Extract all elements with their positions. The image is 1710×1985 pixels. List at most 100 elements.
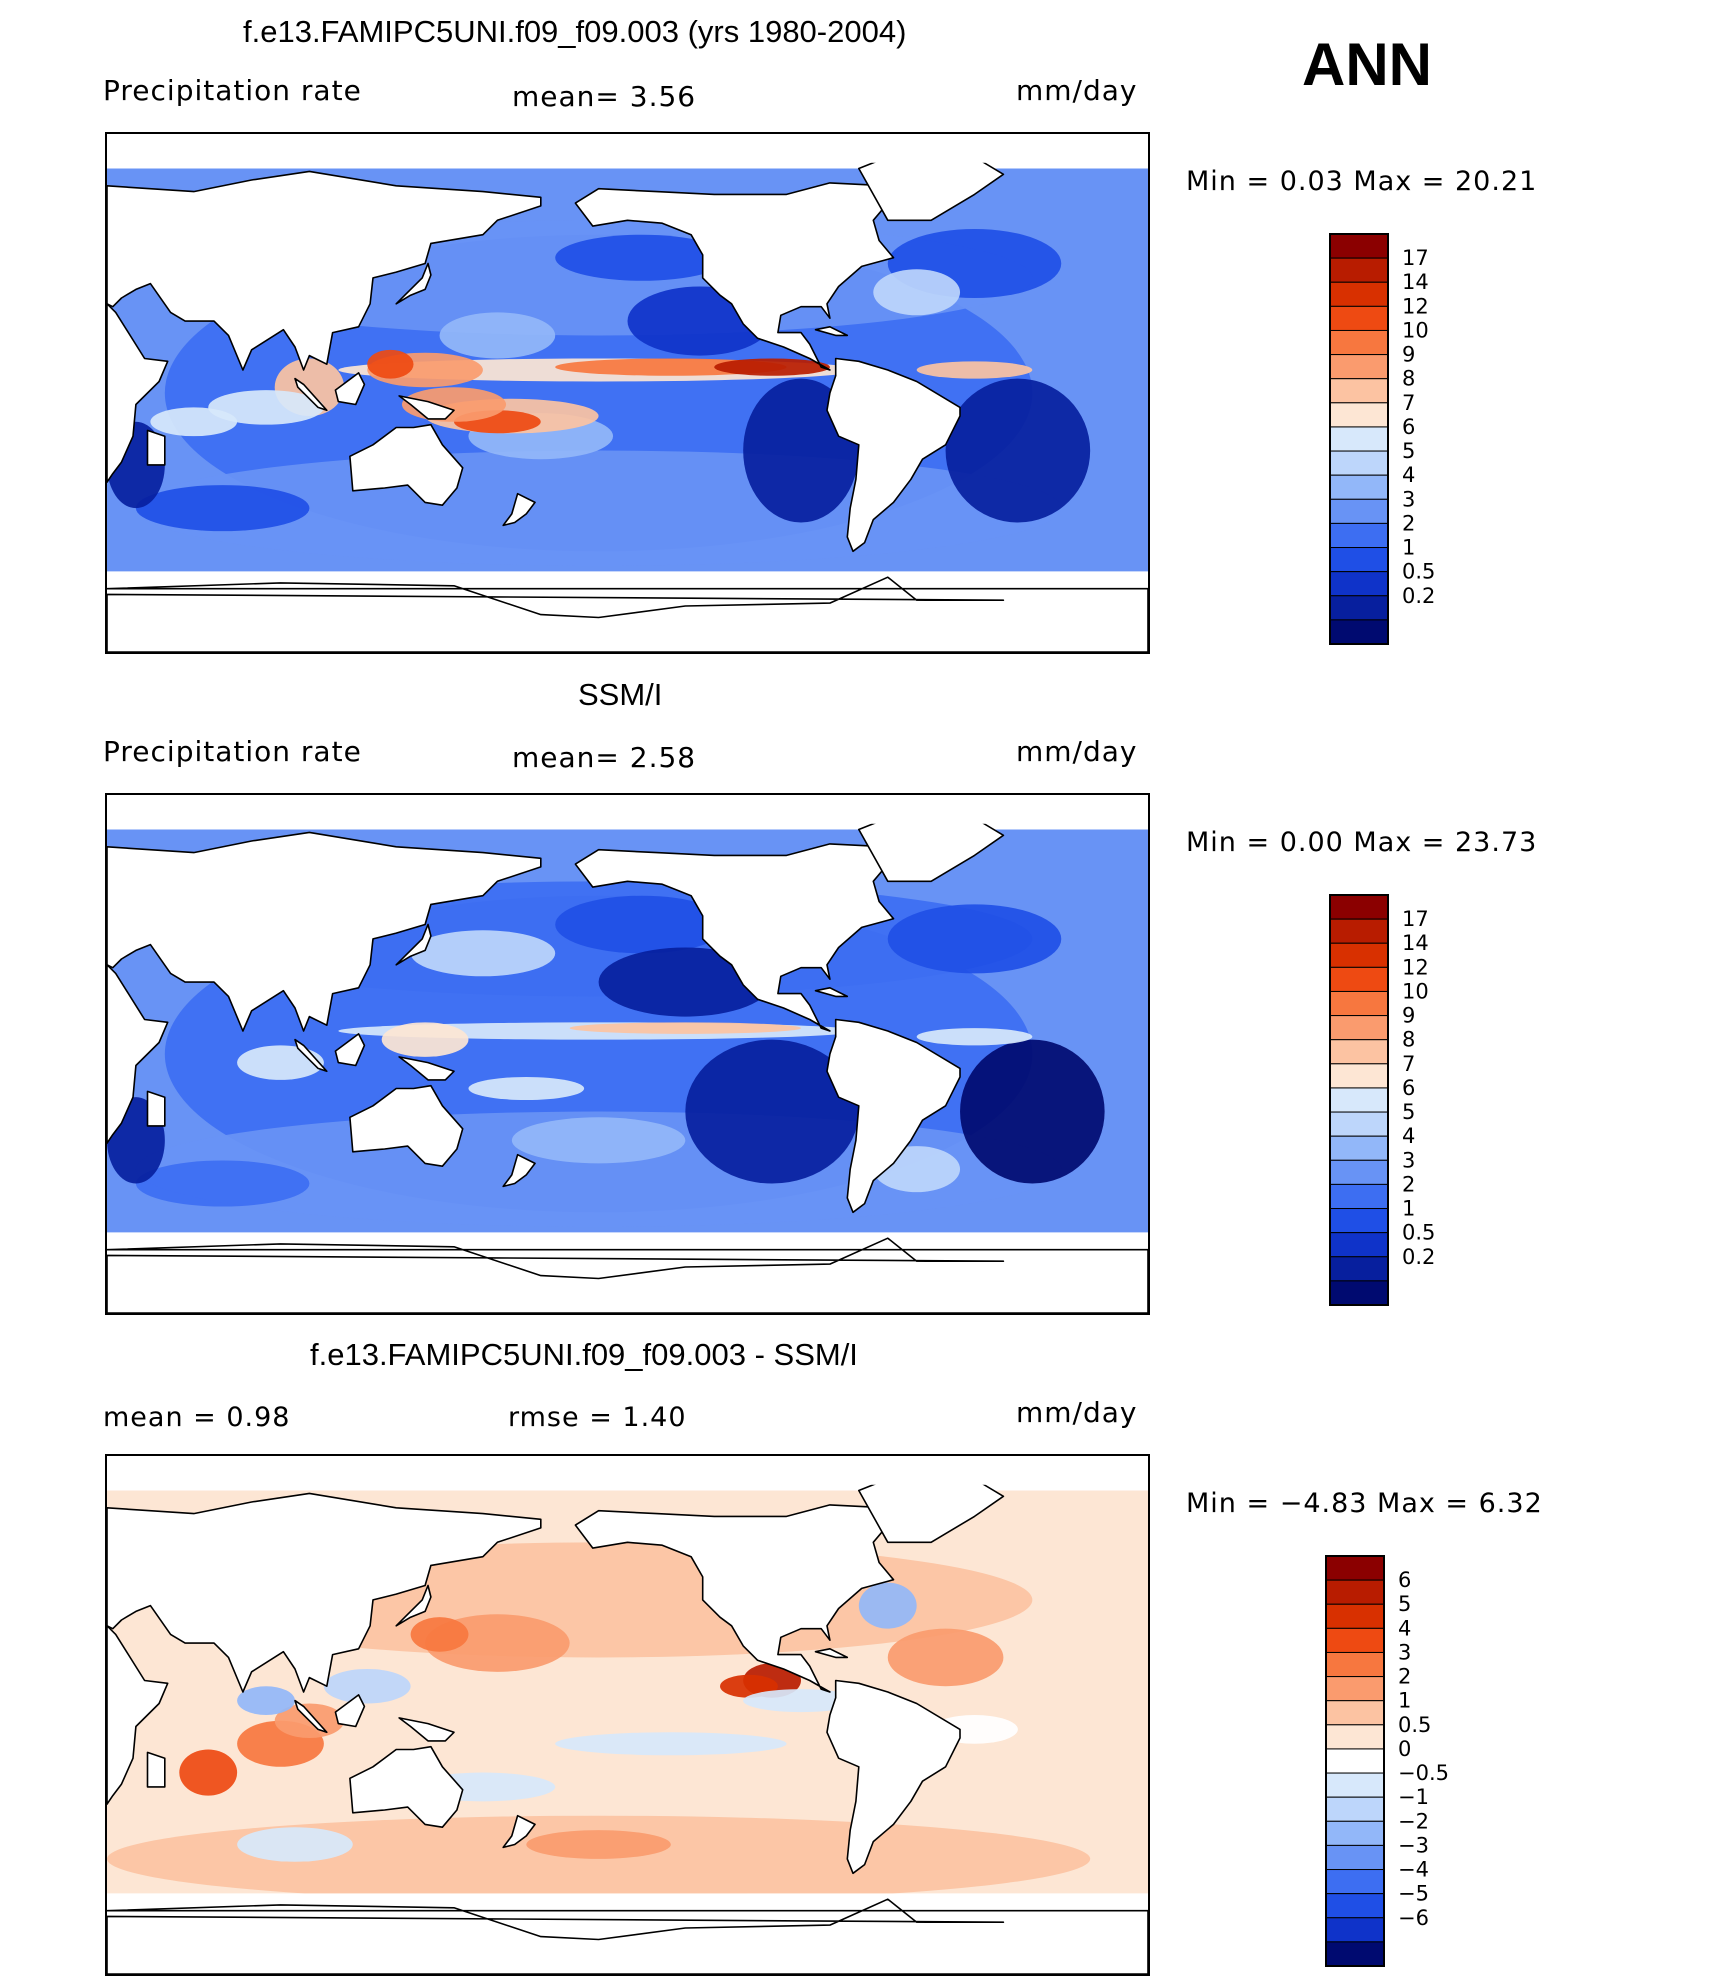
panel-2-title: SSM/I bbox=[578, 677, 663, 712]
colorbar-swatch bbox=[1329, 498, 1389, 524]
colorbar-tick-label: 4 bbox=[1402, 1124, 1415, 1148]
panel-1-units-label: mm/day bbox=[1016, 74, 1138, 107]
colorbar-tick-label: 17 bbox=[1402, 907, 1429, 931]
polar-mask bbox=[107, 1456, 1148, 1485]
panel-1-map bbox=[105, 132, 1150, 654]
colorbar-tick-label: 4 bbox=[1398, 1616, 1411, 1640]
colorbar-swatch bbox=[1325, 1676, 1385, 1702]
colorbar-tick-label: 14 bbox=[1402, 270, 1429, 294]
land-mass bbox=[826, 357, 961, 553]
panel-3-map-canvas bbox=[107, 1456, 1148, 1974]
land-mass bbox=[107, 303, 169, 484]
land-mass bbox=[107, 831, 542, 1032]
precip-blob bbox=[916, 361, 1033, 379]
land-mass bbox=[107, 1492, 542, 1693]
colorbar-swatch bbox=[1325, 1820, 1385, 1846]
precip-blob bbox=[714, 358, 830, 376]
colorbar-tick-label: 14 bbox=[1402, 931, 1429, 955]
colorbar-swatch bbox=[1329, 233, 1389, 259]
panel-1-title: f.e13.FAMIPC5UNI.f09_f09.003 (yrs 1980-2… bbox=[243, 14, 907, 49]
land-mass bbox=[107, 1625, 169, 1806]
polar-mask bbox=[107, 134, 1148, 163]
colorbar-swatch bbox=[1329, 1208, 1389, 1234]
land-mass bbox=[146, 1751, 166, 1788]
colorbar-swatch bbox=[1329, 1280, 1389, 1306]
colorbar-swatch bbox=[1325, 1603, 1385, 1629]
colorbar-swatch bbox=[1329, 1159, 1389, 1185]
colorbar-tick-label: 12 bbox=[1402, 294, 1429, 318]
precip-blob bbox=[858, 1582, 917, 1629]
colorbar-swatch bbox=[1329, 474, 1389, 500]
colorbar-swatch bbox=[1329, 281, 1389, 307]
colorbar-tick-label: 1 bbox=[1398, 1689, 1411, 1713]
panel-3-title: f.e13.FAMIPC5UNI.f09_f09.003 - SSM/I bbox=[310, 1337, 858, 1372]
colorbar-tick-label: 7 bbox=[1402, 1052, 1415, 1076]
land-mass bbox=[814, 326, 849, 337]
land-mass bbox=[107, 170, 542, 371]
panel-2-colorbar: 17 14 12 10 9 8 7 6 5 4 3 2 1 0.5 0.2 bbox=[1328, 893, 1468, 1308]
panel-2-minmax-label: Min = 0.00 Max = 23.73 bbox=[1186, 827, 1538, 858]
colorbar-tick-label: 9 bbox=[1402, 1004, 1415, 1028]
colorbar-tick-label: 2 bbox=[1402, 511, 1415, 535]
land-mass bbox=[395, 262, 432, 305]
precip-blob bbox=[410, 1617, 469, 1652]
panel-2-map bbox=[105, 793, 1150, 1315]
land-mass bbox=[814, 987, 849, 998]
land-mass bbox=[349, 423, 464, 507]
polar-mask bbox=[107, 795, 1148, 824]
precip-blob bbox=[410, 930, 556, 977]
land-mass bbox=[107, 1237, 1148, 1313]
precip-blob bbox=[150, 407, 238, 437]
precip-blob bbox=[511, 1117, 686, 1164]
precip-blob bbox=[237, 1827, 353, 1862]
precip-blob bbox=[107, 1815, 1091, 1894]
land-mass bbox=[146, 429, 166, 466]
panel-1-mean-label: mean= 3.56 bbox=[512, 80, 697, 113]
land-mass bbox=[814, 1648, 849, 1659]
land-mass bbox=[294, 1038, 328, 1073]
land-mass bbox=[107, 964, 169, 1145]
precip-blob bbox=[960, 1039, 1105, 1184]
colorbar-swatch bbox=[1325, 1579, 1385, 1605]
land-mass bbox=[826, 1018, 961, 1214]
colorbar-swatch bbox=[1329, 426, 1389, 452]
precip-blob bbox=[945, 378, 1091, 523]
colorbar-tick-label: 3 bbox=[1402, 487, 1415, 511]
precip-blob bbox=[179, 1749, 238, 1796]
colorbar-tick-label: 9 bbox=[1402, 343, 1415, 367]
land-mass bbox=[349, 1084, 464, 1168]
colorbar-swatch bbox=[1325, 1700, 1385, 1726]
colorbar-swatch bbox=[1329, 990, 1389, 1017]
panel-2-left-label: Precipitation rate bbox=[103, 735, 362, 768]
colorbar-swatch bbox=[1325, 1724, 1385, 1750]
colorbar-swatch bbox=[1329, 571, 1389, 597]
colorbar-swatch bbox=[1329, 918, 1389, 944]
land-mass bbox=[502, 492, 536, 527]
colorbar-swatch bbox=[1329, 329, 1389, 356]
season-label: ANN bbox=[1302, 31, 1432, 98]
land-mass bbox=[334, 1033, 366, 1067]
colorbar-tick-label: −1 bbox=[1398, 1785, 1429, 1809]
precip-blob bbox=[685, 1039, 859, 1184]
panel-3-minmax-label: Min = −4.83 Max = 6.32 bbox=[1186, 1488, 1543, 1519]
colorbar-tick-label: 0.2 bbox=[1402, 584, 1435, 608]
land-mass bbox=[826, 1679, 961, 1875]
colorbar-tick-label: −0.5 bbox=[1398, 1761, 1449, 1785]
precip-blob bbox=[555, 234, 729, 281]
colorbar-tick-label: −6 bbox=[1398, 1906, 1429, 1930]
precip-blob bbox=[873, 269, 961, 316]
colorbar-swatch bbox=[1325, 1796, 1385, 1822]
precip-blob bbox=[887, 904, 1062, 974]
colorbar-tick-label: −2 bbox=[1398, 1809, 1429, 1833]
panel-2-map-canvas bbox=[107, 795, 1148, 1313]
precip-blob bbox=[208, 390, 324, 425]
colorbar-swatch bbox=[1325, 1772, 1385, 1798]
colorbar-swatch bbox=[1329, 1111, 1389, 1137]
colorbar-swatch bbox=[1329, 619, 1389, 645]
land-mass bbox=[857, 156, 1005, 222]
land-mass bbox=[398, 1717, 455, 1742]
colorbar-tick-label: 7 bbox=[1402, 391, 1415, 415]
land-mass bbox=[857, 817, 1005, 883]
colorbar-tick-label: 6 bbox=[1398, 1568, 1411, 1592]
